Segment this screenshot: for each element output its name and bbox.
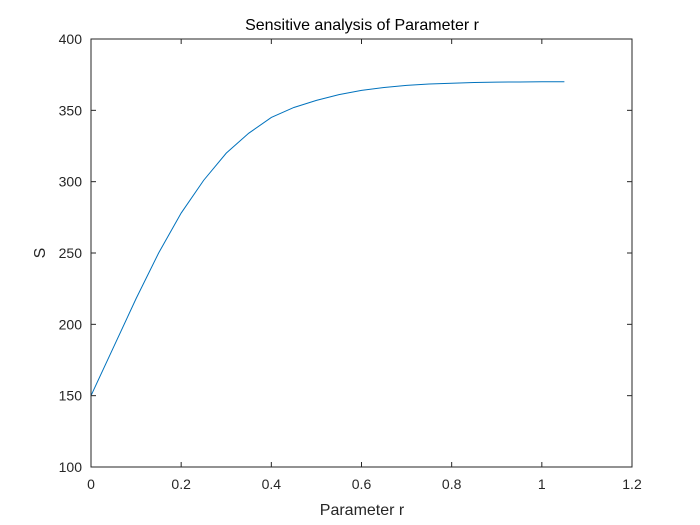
- y-tick-label: 200: [59, 316, 83, 332]
- series-line: [90, 81, 565, 396]
- x-tick-label: 0.6: [352, 476, 372, 492]
- x-tick-label: 0: [87, 476, 95, 492]
- y-tick-label: 350: [59, 102, 83, 118]
- y-axis-ticks: 100 150 200 250 300 350 400: [59, 31, 632, 475]
- chart-title: Sensitive analysis of Parameter r: [245, 17, 480, 34]
- y-tick-label: 100: [59, 459, 83, 475]
- y-tick-label: 150: [59, 388, 83, 404]
- x-tick-label: 0.4: [262, 476, 282, 492]
- x-tick-label: 0.2: [171, 476, 191, 492]
- x-tick-label: 1: [538, 476, 546, 492]
- x-tick-label: 0.8: [442, 476, 462, 492]
- x-axis-ticks: 0 0.2 0.4 0.6 0.8 1 1.2: [87, 39, 642, 492]
- plot-area: [91, 39, 632, 467]
- y-tick-label: 300: [59, 174, 83, 190]
- axes-box: [90, 38, 633, 468]
- x-axis-label: Parameter r: [320, 502, 405, 519]
- y-tick-label: 400: [59, 31, 83, 47]
- y-tick-label: 250: [59, 245, 83, 261]
- series-layer: [90, 81, 565, 396]
- y-axis-label: S: [32, 248, 49, 259]
- x-tick-label: 1.2: [622, 476, 642, 492]
